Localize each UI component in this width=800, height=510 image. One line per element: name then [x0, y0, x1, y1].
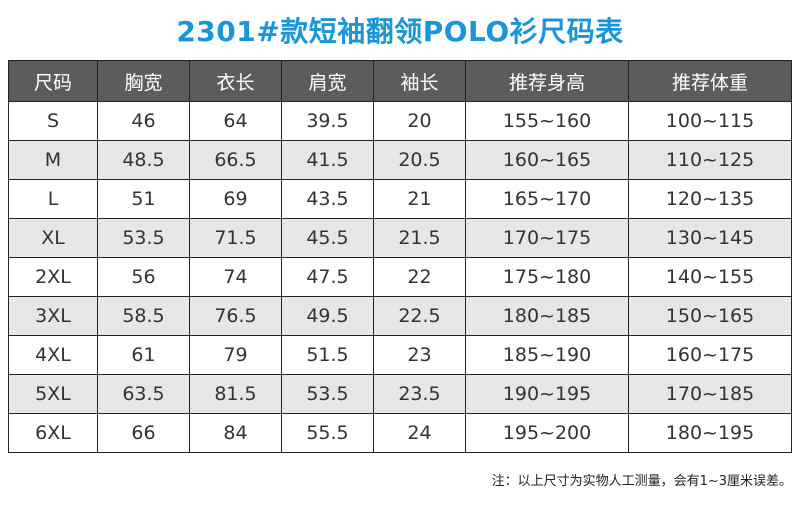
- header-recommended-weight: 推荐体重: [628, 60, 792, 102]
- table-row: 4XL 61 79 51.5 23 185~190 160~175: [8, 335, 792, 375]
- table-row: 2XL 56 74 47.5 22 175~180 140~155: [8, 257, 792, 297]
- cell-recommended-height: 180~185: [465, 296, 629, 336]
- cell-recommended-weight: 180~195: [628, 413, 792, 453]
- header-size: 尺码: [8, 60, 98, 102]
- page-title: 2301#款短袖翻领POLO衫尺码表: [176, 15, 624, 48]
- cell-sleeve-length: 24: [373, 413, 466, 453]
- header-sleeve-length: 袖长: [373, 60, 466, 102]
- cell-chest-width: 51: [97, 179, 190, 219]
- cell-chest-width: 53.5: [97, 218, 190, 258]
- cell-chest-width: 58.5: [97, 296, 190, 336]
- table-row: XL 53.5 71.5 45.5 21.5 170~175 130~145: [8, 218, 792, 258]
- cell-recommended-height: 190~195: [465, 374, 629, 414]
- table-row: S 46 64 39.5 20 155~160 100~115: [8, 101, 792, 141]
- cell-size: 4XL: [8, 335, 98, 375]
- cell-size: 3XL: [8, 296, 98, 336]
- cell-recommended-weight: 170~185: [628, 374, 792, 414]
- cell-recommended-weight: 100~115: [628, 101, 792, 141]
- cell-length: 79: [189, 335, 282, 375]
- cell-size: S: [8, 101, 98, 141]
- cell-recommended-height: 195~200: [465, 413, 629, 453]
- cell-recommended-weight: 120~135: [628, 179, 792, 219]
- cell-length: 84: [189, 413, 282, 453]
- header-recommended-height: 推荐身高: [465, 60, 629, 102]
- cell-recommended-weight: 130~145: [628, 218, 792, 258]
- cell-size: 2XL: [8, 257, 98, 297]
- cell-sleeve-length: 21: [373, 179, 466, 219]
- cell-size: 5XL: [8, 374, 98, 414]
- table-row: 6XL 66 84 55.5 24 195~200 180~195: [8, 413, 792, 453]
- cell-chest-width: 56: [97, 257, 190, 297]
- table-row: L 51 69 43.5 21 165~170 120~135: [8, 179, 792, 219]
- cell-shoulder-width: 43.5: [281, 179, 374, 219]
- cell-chest-width: 66: [97, 413, 190, 453]
- cell-shoulder-width: 41.5: [281, 140, 374, 180]
- cell-length: 76.5: [189, 296, 282, 336]
- cell-sleeve-length: 23: [373, 335, 466, 375]
- table-header-row: 尺码 胸宽 衣长 肩宽 袖长 推荐身高 推荐体重: [8, 60, 792, 102]
- table-body: S 46 64 39.5 20 155~160 100~115 M 48.5 6…: [8, 101, 792, 453]
- cell-chest-width: 46: [97, 101, 190, 141]
- cell-size: 6XL: [8, 413, 98, 453]
- cell-recommended-height: 170~175: [465, 218, 629, 258]
- cell-chest-width: 61: [97, 335, 190, 375]
- cell-sleeve-length: 20: [373, 101, 466, 141]
- cell-shoulder-width: 39.5: [281, 101, 374, 141]
- cell-sleeve-length: 20.5: [373, 140, 466, 180]
- cell-recommended-height: 175~180: [465, 257, 629, 297]
- measurement-note: 注：以上尺寸为实物人工测量，会有1~3厘米误差。: [491, 474, 792, 489]
- table-row: 3XL 58.5 76.5 49.5 22.5 180~185 150~165: [8, 296, 792, 336]
- cell-length: 66.5: [189, 140, 282, 180]
- size-chart-table: 尺码 胸宽 衣长 肩宽 袖长 推荐身高 推荐体重 S 46 64 39.5 20…: [8, 60, 792, 453]
- cell-chest-width: 63.5: [97, 374, 190, 414]
- cell-sleeve-length: 22.5: [373, 296, 466, 336]
- table-row: M 48.5 66.5 41.5 20.5 160~165 110~125: [8, 140, 792, 180]
- cell-sleeve-length: 21.5: [373, 218, 466, 258]
- cell-recommended-weight: 140~155: [628, 257, 792, 297]
- cell-shoulder-width: 53.5: [281, 374, 374, 414]
- header-length: 衣长: [189, 60, 282, 102]
- cell-shoulder-width: 51.5: [281, 335, 374, 375]
- cell-recommended-weight: 160~175: [628, 335, 792, 375]
- cell-length: 74: [189, 257, 282, 297]
- cell-shoulder-width: 55.5: [281, 413, 374, 453]
- cell-size: XL: [8, 218, 98, 258]
- cell-recommended-weight: 110~125: [628, 140, 792, 180]
- cell-shoulder-width: 49.5: [281, 296, 374, 336]
- cell-sleeve-length: 23.5: [373, 374, 466, 414]
- cell-recommended-height: 165~170: [465, 179, 629, 219]
- cell-shoulder-width: 47.5: [281, 257, 374, 297]
- cell-recommended-height: 185~190: [465, 335, 629, 375]
- cell-length: 64: [189, 101, 282, 141]
- cell-length: 71.5: [189, 218, 282, 258]
- cell-recommended-height: 160~165: [465, 140, 629, 180]
- header-chest-width: 胸宽: [97, 60, 190, 102]
- cell-sleeve-length: 22: [373, 257, 466, 297]
- cell-length: 81.5: [189, 374, 282, 414]
- cell-shoulder-width: 45.5: [281, 218, 374, 258]
- cell-length: 69: [189, 179, 282, 219]
- cell-chest-width: 48.5: [97, 140, 190, 180]
- cell-size: L: [8, 179, 98, 219]
- header-shoulder-width: 肩宽: [281, 60, 374, 102]
- table-row: 5XL 63.5 81.5 53.5 23.5 190~195 170~185: [8, 374, 792, 414]
- cell-recommended-height: 155~160: [465, 101, 629, 141]
- cell-recommended-weight: 150~165: [628, 296, 792, 336]
- cell-size: M: [8, 140, 98, 180]
